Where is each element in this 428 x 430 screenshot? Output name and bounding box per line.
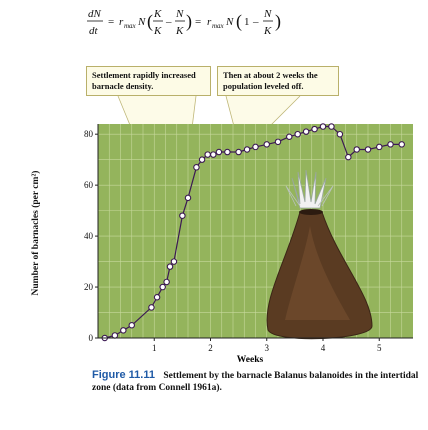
axes: [97, 124, 413, 339]
figure-caption-text: Settlement by the barnacle Balanus balan…: [92, 371, 419, 393]
data-point: [235, 148, 242, 156]
callout-settlement: Settlement rapidly increased barnacle de…: [86, 66, 211, 96]
y-ticks: 0 20 40 60 80: [84, 129, 98, 343]
eq-frac2-num: N: [175, 8, 184, 20]
data-point: [170, 258, 178, 265]
data-point: [319, 123, 327, 130]
data-point: [311, 125, 318, 133]
data-markers: [101, 123, 405, 342]
data-point: [387, 141, 394, 148]
eq-frac3-num: N: [263, 8, 272, 20]
eq-N-2: N: [225, 16, 234, 28]
x-tick-label: 5: [377, 343, 382, 353]
svg-text:–: –: [252, 16, 259, 28]
callout-leveling: Then at about 2 weeks the population lev…: [217, 66, 339, 96]
callout-leveling-line2: population leveled off.: [223, 81, 304, 91]
svg-text:=: =: [108, 16, 114, 28]
eq-r-sub: max: [124, 22, 137, 30]
x-tick-label: 4: [321, 343, 326, 353]
eq-frac1-den: K: [153, 25, 162, 37]
y-tick-label: 60: [84, 180, 94, 190]
callout-settlement-line2: barnacle density.: [92, 81, 154, 91]
data-point: [263, 141, 270, 148]
eq-lhs-den: dt: [89, 25, 99, 37]
eq-frac3-den: K: [263, 25, 272, 37]
eq-r-2: r: [207, 16, 212, 28]
svg-text:(: (: [147, 11, 153, 32]
figure-number: Figure 11.11: [92, 369, 155, 381]
eq-r: r: [119, 16, 124, 28]
callout-leveling-line1: Then at about 2 weeks the: [223, 70, 318, 80]
data-point: [120, 327, 127, 334]
data-point: [166, 263, 174, 270]
y-tick-label: 0: [89, 333, 94, 343]
data-point: [159, 283, 166, 291]
data-point: [328, 123, 335, 130]
figure-caption: Figure 11.11 Settlement by the barnacle …: [92, 369, 422, 394]
data-point: [193, 164, 200, 171]
eq-frac1-num: K: [153, 8, 162, 20]
eq-lhs-num: dN: [88, 8, 102, 20]
eq-one: 1: [244, 16, 250, 28]
data-point: [294, 130, 301, 138]
data-point: [345, 153, 352, 161]
data-point: [302, 128, 310, 135]
y-tick-label: 40: [84, 231, 94, 241]
data-point: [210, 151, 217, 158]
callout-settlement-line1: Settlement rapidly increased: [92, 70, 196, 80]
data-point: [179, 212, 186, 219]
svg-text:(: (: [236, 11, 242, 32]
eq-N: N: [137, 16, 146, 28]
x-tick-label: 2: [208, 343, 213, 353]
data-point: [375, 143, 383, 151]
svg-text:=: =: [195, 16, 201, 28]
data-point: [364, 146, 372, 153]
data-point: [128, 322, 136, 329]
svg-text:–: –: [165, 16, 172, 28]
data-point: [285, 133, 293, 140]
x-tick-label: 3: [265, 343, 270, 353]
svg-text:): ): [275, 11, 281, 32]
x-tick-label: 1: [152, 343, 157, 353]
data-point: [198, 156, 206, 163]
data-point: [215, 148, 223, 156]
data-point: [243, 146, 251, 153]
data-point: [111, 332, 119, 339]
eq-frac2-den: K: [175, 25, 184, 37]
barnacle-illustration: [266, 169, 373, 340]
data-point: [224, 148, 231, 156]
svg-text:): ): [186, 11, 192, 32]
data-point: [163, 278, 170, 286]
barnacle-cirri: [285, 169, 334, 209]
data-point: [153, 293, 161, 301]
data-point: [252, 143, 259, 151]
y-tick-label: 20: [84, 282, 94, 292]
logistic-equation: dN dt = r max N ( K K – N K ) = r max N …: [87, 8, 281, 37]
data-point: [204, 151, 211, 158]
eq-r-sub-2: max: [212, 22, 225, 30]
data-point: [274, 138, 282, 146]
data-point: [398, 141, 405, 148]
data-point: [148, 304, 155, 311]
y-axis-label: Number of barnacles (per cm²): [31, 170, 41, 296]
data-point: [353, 146, 360, 153]
x-axis-label: Weeks: [237, 355, 264, 365]
data-point: [184, 194, 192, 202]
data-point: [336, 130, 344, 138]
x-ticks: 1 2 3 4 5: [152, 338, 382, 353]
y-tick-label: 80: [84, 129, 94, 139]
